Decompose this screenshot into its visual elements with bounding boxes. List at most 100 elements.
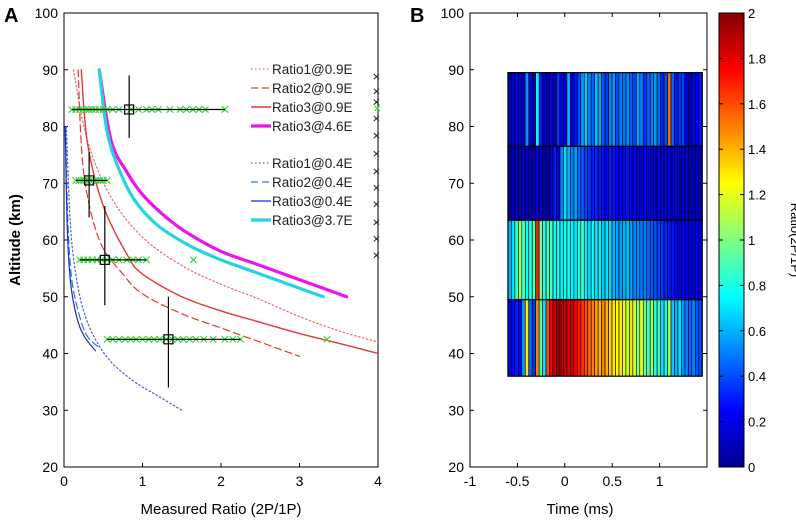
- heatmap-cell: [677, 299, 682, 377]
- panel-b-label: B: [410, 5, 424, 27]
- heatmap-cell: [670, 219, 675, 300]
- heatmap-cell: [590, 299, 595, 377]
- heatmap-cell: [663, 146, 668, 221]
- heatmap-cell: [545, 72, 550, 147]
- heatmap-cell: [674, 299, 679, 377]
- heatmap-cell: [674, 72, 679, 147]
- heatmap-cell: [653, 72, 658, 147]
- mean-marker: [99, 254, 110, 265]
- heatmap-cell: [636, 146, 641, 221]
- a-ytick-label: 30: [42, 402, 58, 418]
- heatmap-cell: [667, 146, 672, 221]
- heatmap-cell: [580, 146, 585, 221]
- heatmap-cell: [580, 219, 585, 300]
- a-xtick-label: 0: [60, 473, 68, 489]
- b-ytick-label: 90: [448, 62, 464, 78]
- heatmap-cell: [521, 299, 526, 377]
- heatmap-cell: [542, 299, 547, 377]
- colorbar-tick-label: 0.4: [748, 369, 766, 384]
- heatmap-cell: [625, 72, 630, 147]
- heatmap-cell: [528, 146, 533, 221]
- heatmap-cell: [660, 146, 665, 221]
- heatmap-cell: [511, 146, 516, 221]
- panel-b-plot: 20 30 40 50 60 70 80 90 100 -1 -0.5 0 0.5 1 Time (ms…: [441, 5, 708, 518]
- heatmap-cell: [604, 219, 609, 300]
- heatmap-cell: [649, 299, 654, 377]
- heatmap-cell: [535, 219, 540, 300]
- heatmap-cell: [684, 146, 689, 221]
- heatmap-cell: [615, 146, 620, 221]
- edge-marker: [373, 235, 380, 242]
- scatter-point: [323, 335, 331, 343]
- heatmap-cell: [622, 72, 627, 147]
- colorbar-tick-label: 2: [748, 6, 755, 21]
- heatmap-cell: [639, 72, 644, 147]
- b-ytick-label: 30: [448, 402, 464, 418]
- heatmap-cell: [695, 219, 700, 300]
- a-ytick-label: 60: [42, 232, 58, 248]
- heatmap-cell: [531, 219, 536, 300]
- heatmap-cell: [518, 299, 523, 377]
- heatmap-cell: [667, 219, 672, 300]
- heatmap-cell: [677, 219, 682, 300]
- edge-marker: [373, 219, 380, 226]
- heatmap-cell: [688, 219, 693, 300]
- heatmap-cell: [684, 299, 689, 377]
- heatmap-cell: [531, 299, 536, 377]
- heatmap-cell: [528, 72, 533, 147]
- heatmap-cell: [604, 72, 609, 147]
- heatmap-cell: [688, 72, 693, 147]
- heatmap-cell: [590, 146, 595, 221]
- b-ytick-label: 60: [448, 232, 464, 248]
- heatmap-cell: [590, 72, 595, 147]
- heatmap-cell: [559, 219, 564, 300]
- heatmap-cell: [570, 299, 575, 377]
- heatmap-cell: [549, 72, 554, 147]
- heatmap-cell: [684, 72, 689, 147]
- heatmap-cell: [653, 219, 658, 300]
- scatter-point: [72, 176, 80, 185]
- heatmap-cell: [587, 219, 592, 300]
- mean-marker: [124, 104, 135, 115]
- heatmap-cell: [660, 219, 665, 300]
- heatmap-cell: [632, 146, 637, 221]
- edge-marker: [373, 201, 380, 208]
- edge-marker: [374, 105, 381, 112]
- edge-marker: [373, 88, 380, 95]
- b-xtick-label: -1: [464, 473, 477, 489]
- heatmap-cell: [691, 299, 696, 377]
- b-ytick-label: 40: [448, 346, 464, 362]
- legend-label: Ratio3@4.6E: [272, 119, 353, 134]
- heatmap-cell: [691, 72, 696, 147]
- scatter-point: [189, 256, 198, 264]
- colorbar: 0 0.2 0.4 0.6 0.8 1 1.2 1.4 1.6 1.8 2 Ratio(2P/1P): [718, 6, 796, 475]
- heatmap-cell: [563, 299, 568, 377]
- series-line-ratio3-4-6e: [97, 68, 349, 299]
- series-line-ratio3-0-4e: [64, 125, 96, 352]
- heatmap-cell: [587, 72, 592, 147]
- heatmap-cell: [570, 146, 575, 221]
- mean-marker: [84, 175, 95, 186]
- heatmap-cell: [556, 219, 561, 300]
- a-ytick-label: 40: [42, 346, 58, 362]
- series-line-ratio1-0-9e: [72, 69, 378, 343]
- heatmap-cell: [583, 299, 589, 377]
- heatmap-cell: [549, 146, 554, 221]
- edge-marker: [373, 115, 380, 122]
- heatmap-cell: [629, 299, 634, 377]
- mean-marker: [163, 334, 174, 345]
- heatmap-cell: [642, 72, 648, 147]
- heatmap-cell: [622, 146, 627, 221]
- heatmap-cell: [674, 219, 679, 300]
- heatmap-cell: [646, 299, 651, 377]
- colorbar-gradient: [718, 12, 745, 468]
- heatmap-cell: [622, 299, 627, 377]
- a-ytick-label: 70: [42, 175, 58, 191]
- heatmap-cell: [552, 146, 557, 221]
- heatmap-cell: [636, 72, 641, 147]
- heatmap-cell: [663, 299, 668, 377]
- heatmap-cell: [524, 219, 530, 300]
- colorbar-tick-label: 1: [748, 233, 755, 248]
- heatmap-cell: [601, 219, 606, 300]
